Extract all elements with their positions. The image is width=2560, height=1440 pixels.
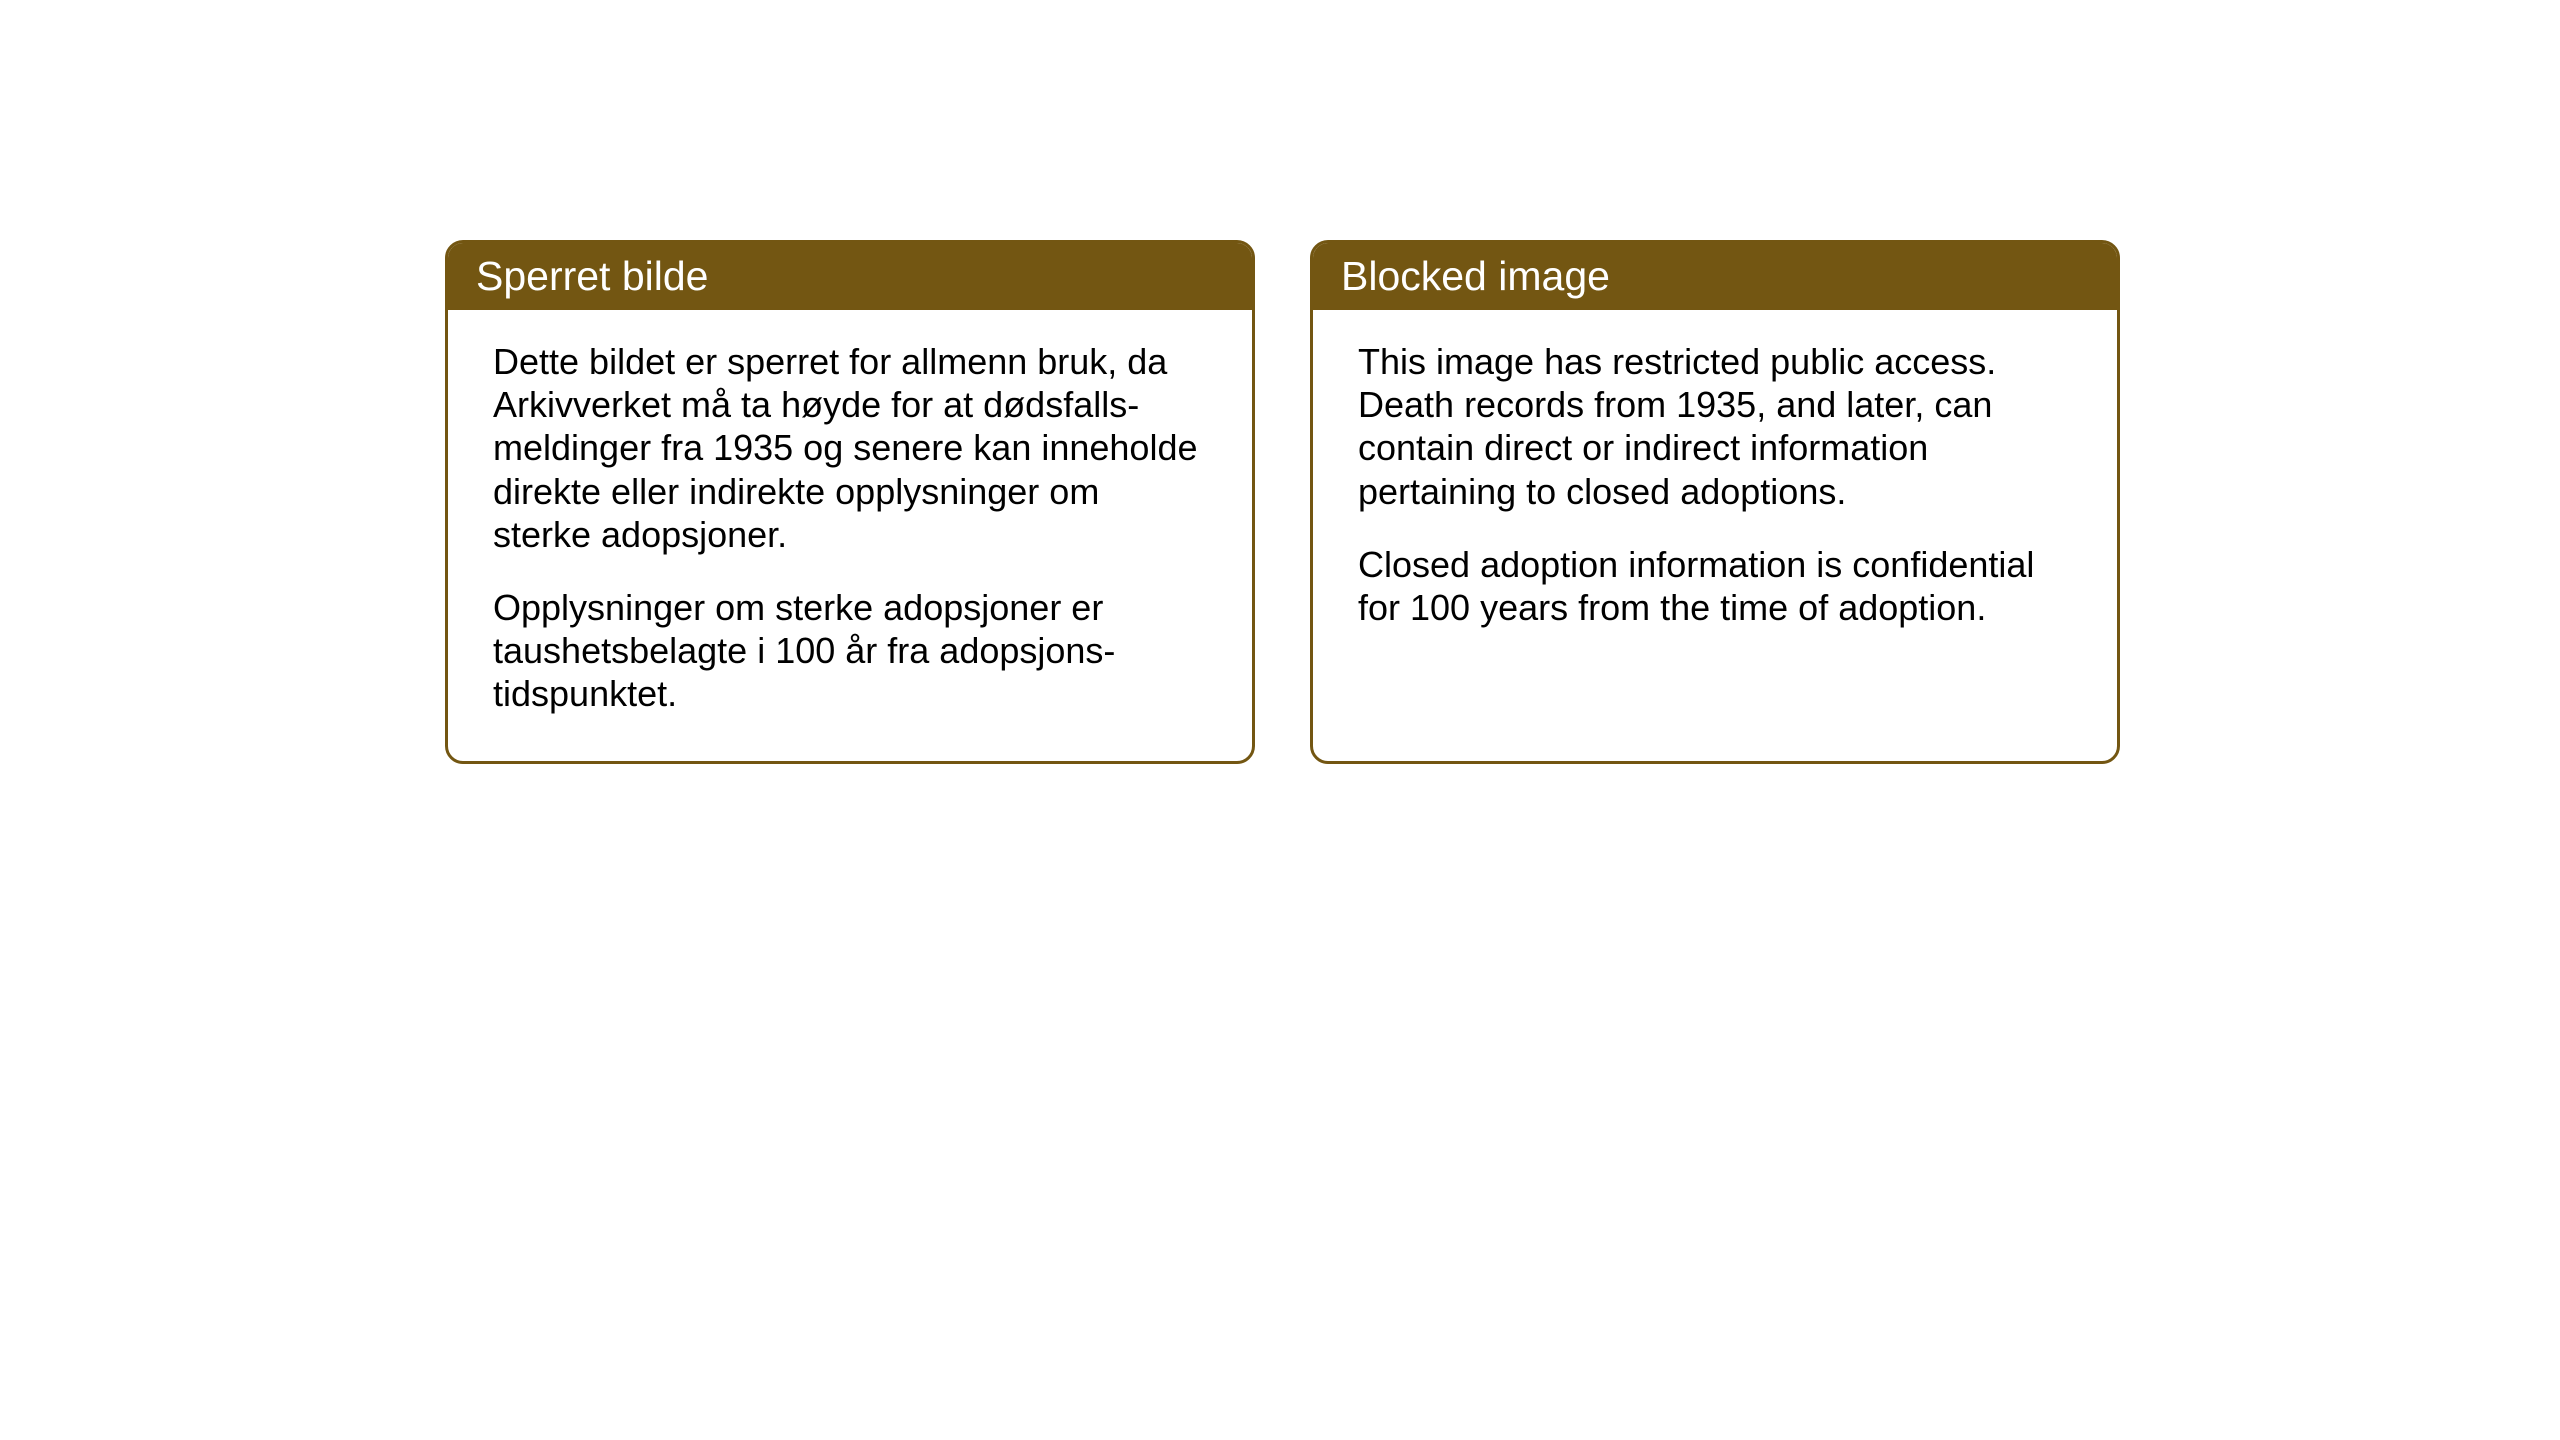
norwegian-paragraph-1: Dette bildet er sperret for allmenn bruk… (493, 340, 1207, 556)
english-card-title: Blocked image (1341, 253, 1610, 299)
cards-container: Sperret bilde Dette bildet er sperret fo… (445, 240, 2120, 764)
english-card: Blocked image This image has restricted … (1310, 240, 2120, 764)
english-paragraph-2: Closed adoption information is confident… (1358, 543, 2072, 629)
english-card-header: Blocked image (1313, 243, 2117, 310)
norwegian-card-title: Sperret bilde (476, 253, 708, 299)
english-paragraph-1: This image has restricted public access.… (1358, 340, 2072, 513)
norwegian-card-body: Dette bildet er sperret for allmenn bruk… (448, 310, 1252, 761)
english-card-body: This image has restricted public access.… (1313, 310, 2117, 674)
norwegian-paragraph-2: Opplysninger om sterke adopsjoner er tau… (493, 586, 1207, 716)
norwegian-card: Sperret bilde Dette bildet er sperret fo… (445, 240, 1255, 764)
norwegian-card-header: Sperret bilde (448, 243, 1252, 310)
